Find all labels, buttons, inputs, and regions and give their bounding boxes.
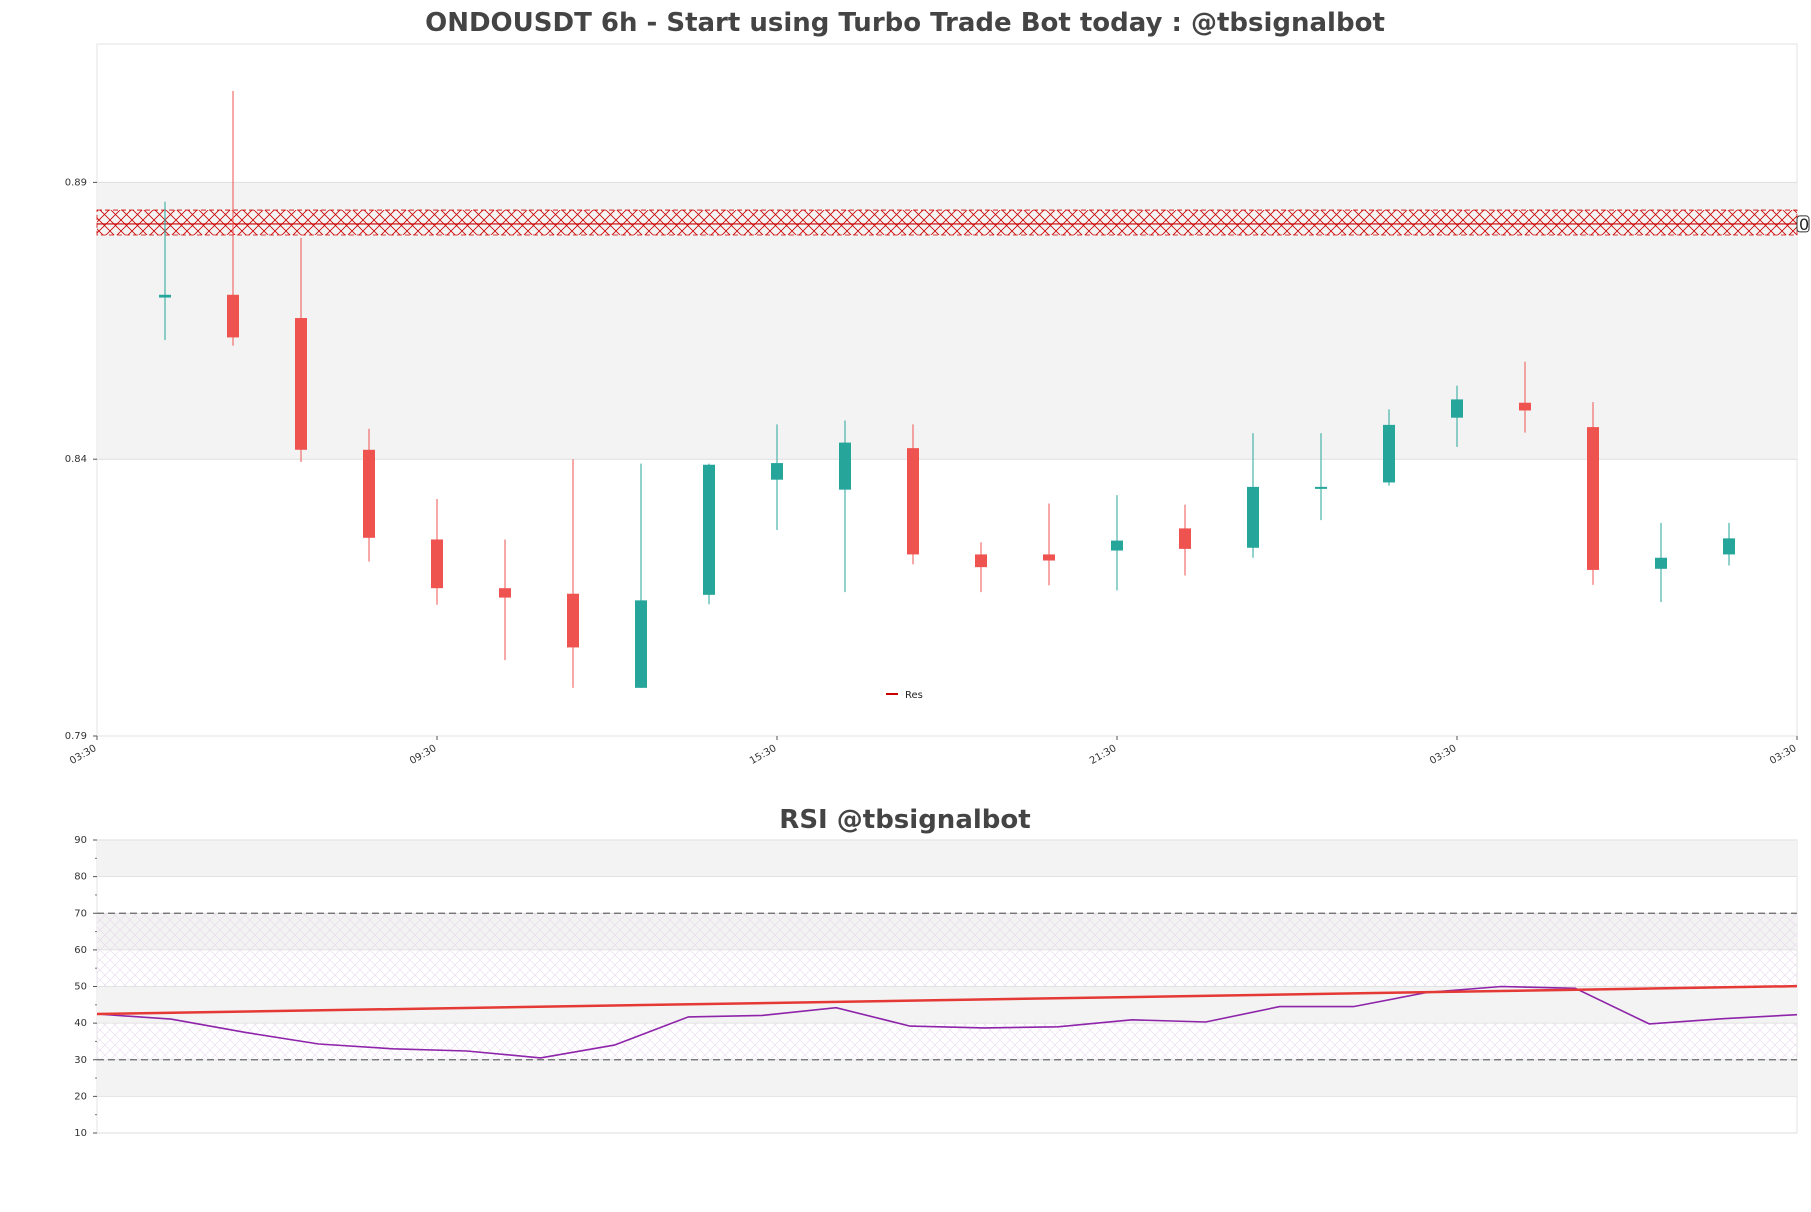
- candle-body: [1383, 424, 1395, 483]
- candle-body: [567, 593, 579, 648]
- price-x-tick-label: 03:30: [1768, 743, 1798, 767]
- resistance-marker-label: 0: [1799, 215, 1809, 234]
- candle-body: [635, 600, 647, 688]
- candle-body: [431, 539, 443, 589]
- rsi-y-tick-label: 50: [74, 982, 87, 993]
- price-y-tick-label: 0.79: [65, 731, 87, 742]
- candle-body: [1519, 402, 1531, 411]
- candle-body: [1043, 554, 1055, 561]
- price-chart-title: ONDOUSDT 6h - Start using Turbo Trade Bo…: [425, 8, 1385, 38]
- price-x-tick-label: 21:30: [1088, 743, 1118, 767]
- candle-body: [1655, 557, 1667, 569]
- rsi-y-tick-label: 60: [74, 945, 87, 956]
- rsi-y-tick-label: 70: [74, 908, 87, 919]
- candle-body: [1451, 399, 1463, 418]
- candle-body: [295, 318, 307, 450]
- rsi-y-tick-label: 40: [74, 1018, 87, 1029]
- resistance-marker-box: [1796, 215, 1810, 233]
- rsi-trend-line: [96, 984, 1798, 1016]
- rsi-shaded-band: [97, 840, 1797, 877]
- rsi-chart-title: RSI @tbsignalbot: [779, 805, 1030, 835]
- price-y-tick-label: 0.84: [65, 454, 87, 465]
- candle-body: [703, 464, 715, 595]
- candle-body: [227, 294, 239, 338]
- candle-body: [159, 294, 171, 298]
- candle-body: [1179, 528, 1191, 549]
- rsi-y-tick-label: 30: [74, 1055, 87, 1066]
- price-x-tick-label: 09:30: [408, 743, 438, 767]
- candle-body: [1111, 540, 1123, 551]
- price-x-tick-label: 03:30: [68, 743, 98, 767]
- rsi-shaded-band: [97, 986, 1797, 1024]
- rsi-series-line: [96, 985, 1798, 1059]
- price-x-tick-label: 15:30: [748, 743, 778, 767]
- candle-body: [1587, 427, 1599, 570]
- rsi-shaded-band: [97, 1059, 1797, 1097]
- resistance-zone: [96, 209, 1798, 236]
- rsi-hatch-zone-lower: [97, 1023, 1797, 1060]
- legend-label-res: Res: [905, 690, 923, 701]
- candle-body: [771, 463, 783, 480]
- candle-body: [1723, 538, 1735, 555]
- rsi-y-tick-label: 80: [74, 872, 87, 883]
- rsi-y-tick-label: 90: [74, 835, 87, 846]
- rsi-y-tick-label: 20: [74, 1091, 87, 1102]
- candle-body: [839, 442, 851, 490]
- candle-body: [1247, 486, 1259, 548]
- candle-body: [1315, 486, 1327, 489]
- price-x-tick-label: 03:30: [1428, 743, 1458, 767]
- price-y-tick-label: 0.89: [65, 177, 87, 188]
- rsi-y-tick-label: 10: [74, 1128, 87, 1139]
- candle-body: [363, 449, 375, 538]
- candle-body: [975, 554, 987, 568]
- candle-body: [499, 588, 511, 598]
- candle-body: [907, 448, 919, 555]
